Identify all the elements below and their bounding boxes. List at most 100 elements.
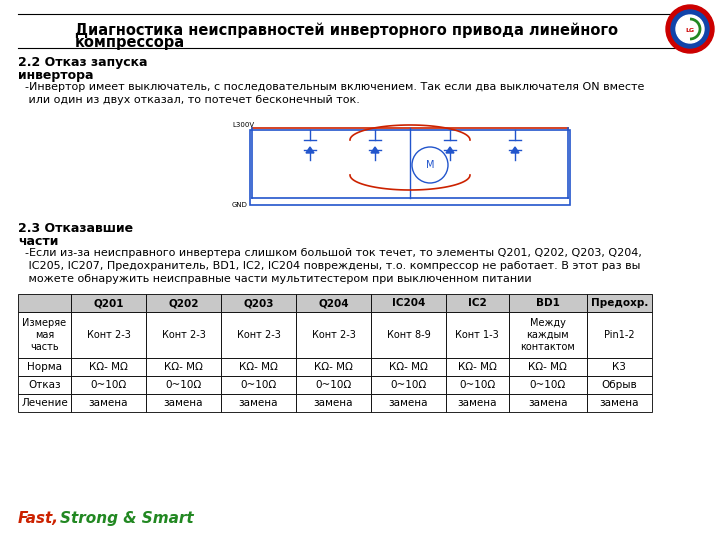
Bar: [71, 312, 146, 358]
Bar: [508, 358, 587, 376]
Text: BD1: BD1: [536, 298, 559, 308]
Text: Предохр.: Предохр.: [590, 298, 648, 308]
Text: инвертора: инвертора: [18, 69, 94, 82]
Text: Обрыв: Обрыв: [601, 380, 637, 390]
Bar: [371, 312, 446, 358]
Text: замена: замена: [389, 398, 428, 408]
Text: Pin1-2: Pin1-2: [604, 330, 634, 340]
Bar: [18, 358, 71, 376]
Text: Норма: Норма: [27, 362, 62, 372]
Bar: [71, 358, 146, 376]
Bar: [296, 394, 371, 412]
Circle shape: [671, 10, 709, 48]
Bar: [230, 120, 590, 210]
Bar: [296, 358, 371, 376]
Bar: [71, 294, 146, 312]
Text: замена: замена: [600, 398, 639, 408]
Text: -Если из-за неисправного инвертера слишком большой ток течет, то элементы Q201, : -Если из-за неисправного инвертера слишк…: [18, 248, 642, 285]
Text: части: части: [18, 235, 58, 248]
Bar: [146, 376, 221, 394]
Polygon shape: [371, 147, 379, 153]
Text: Fast,: Fast,: [18, 511, 59, 526]
Text: 2.3 Отказавшие: 2.3 Отказавшие: [18, 222, 133, 235]
Text: Отказ: Отказ: [28, 380, 60, 390]
Text: Измеряе
мая
часть: Измеряе мая часть: [22, 319, 66, 352]
Text: Q204: Q204: [318, 298, 348, 308]
Bar: [446, 376, 508, 394]
Text: Конт 2-3: Конт 2-3: [86, 330, 130, 340]
Bar: [221, 358, 296, 376]
Text: компрессора: компрессора: [75, 35, 185, 50]
Text: Конт 1-3: Конт 1-3: [455, 330, 499, 340]
Text: КΩ- МΩ: КΩ- МΩ: [458, 362, 497, 372]
Text: Конт 8-9: Конт 8-9: [387, 330, 431, 340]
Bar: [296, 376, 371, 394]
Text: Конт 2-3: Конт 2-3: [161, 330, 205, 340]
Bar: [446, 394, 508, 412]
Text: Между
каждым
контактом: Между каждым контактом: [521, 319, 575, 352]
Bar: [446, 358, 508, 376]
Text: Лечение: Лечение: [21, 398, 68, 408]
Polygon shape: [511, 147, 519, 153]
Bar: [371, 358, 446, 376]
Bar: [446, 294, 508, 312]
Bar: [18, 312, 71, 358]
Text: замена: замена: [314, 398, 354, 408]
Text: замена: замена: [239, 398, 278, 408]
Bar: [146, 394, 221, 412]
Text: L300V: L300V: [232, 122, 254, 128]
Bar: [250, 130, 570, 205]
Bar: [146, 358, 221, 376]
Text: Конт 2-3: Конт 2-3: [236, 330, 280, 340]
Bar: [221, 294, 296, 312]
Text: Strong & Smart: Strong & Smart: [60, 511, 194, 526]
Text: замена: замена: [528, 398, 567, 408]
Text: Q203: Q203: [243, 298, 274, 308]
Bar: [587, 376, 652, 394]
Text: 0~10Ω: 0~10Ω: [459, 380, 495, 390]
Bar: [296, 294, 371, 312]
Text: Q201: Q201: [93, 298, 124, 308]
Bar: [71, 376, 146, 394]
Bar: [446, 312, 508, 358]
Bar: [18, 294, 71, 312]
Bar: [587, 294, 652, 312]
Bar: [371, 376, 446, 394]
Bar: [371, 294, 446, 312]
Text: 0~10Ω: 0~10Ω: [390, 380, 426, 390]
Text: 0~10Ω: 0~10Ω: [315, 380, 351, 390]
Text: 0~10Ω: 0~10Ω: [166, 380, 202, 390]
Text: M: M: [426, 160, 434, 170]
Text: КΩ- МΩ: КΩ- МΩ: [389, 362, 428, 372]
Text: IC2: IC2: [468, 298, 487, 308]
Bar: [71, 394, 146, 412]
Bar: [508, 312, 587, 358]
Bar: [18, 376, 71, 394]
Polygon shape: [446, 147, 454, 153]
Text: замена: замена: [163, 398, 203, 408]
Bar: [221, 312, 296, 358]
Polygon shape: [306, 147, 314, 153]
Text: 0~10Ω: 0~10Ω: [530, 380, 566, 390]
Text: К3: К3: [613, 362, 626, 372]
Text: SMART: SMART: [680, 22, 700, 26]
Bar: [146, 294, 221, 312]
Bar: [508, 376, 587, 394]
Bar: [221, 394, 296, 412]
Bar: [508, 294, 587, 312]
Text: 2.2 Отказ запуска: 2.2 Отказ запуска: [18, 56, 148, 69]
Text: КΩ- МΩ: КΩ- МΩ: [164, 362, 203, 372]
Text: LG: LG: [685, 29, 695, 33]
Circle shape: [676, 15, 704, 43]
Text: GND: GND: [232, 202, 248, 208]
Bar: [587, 312, 652, 358]
Bar: [221, 376, 296, 394]
Bar: [18, 394, 71, 412]
Text: 0~10Ω: 0~10Ω: [90, 380, 127, 390]
Text: замена: замена: [89, 398, 128, 408]
Bar: [587, 358, 652, 376]
Bar: [508, 394, 587, 412]
Text: Диагностика неисправностей инверторного привода линейного: Диагностика неисправностей инверторного …: [75, 22, 618, 37]
Text: КΩ- МΩ: КΩ- МΩ: [528, 362, 567, 372]
Text: замена: замена: [457, 398, 497, 408]
